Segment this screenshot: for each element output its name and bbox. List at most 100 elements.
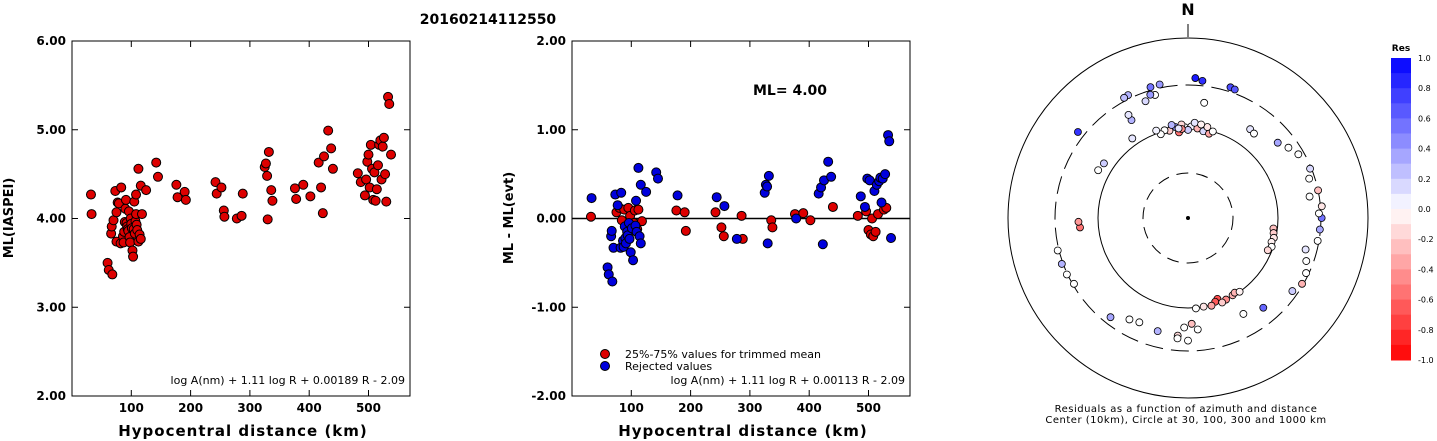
residual-point (1152, 126, 1161, 135)
residual-colorbar: Res 1.0 0.8 0.6 0.4 0.2 0.0 -0.2 -0.4 -0.6 -0.8 -1… (1391, 44, 1434, 365)
ml-points (85, 91, 397, 280)
data-point (180, 194, 191, 205)
data-point (641, 186, 652, 197)
data-point (107, 269, 118, 280)
x-tick-label: 100 (619, 401, 644, 415)
data-point (616, 187, 627, 198)
azimuth-panel: N Residuals as a function of azimuth and… (1007, 0, 1369, 426)
residual-point (1315, 209, 1323, 218)
residual-point (1259, 303, 1268, 312)
data-point (884, 136, 895, 147)
residual-point (1106, 313, 1115, 322)
colorbar-label: 0.8 (1418, 84, 1431, 93)
residual-point (1199, 302, 1208, 311)
data-point (365, 139, 376, 150)
data-point (718, 231, 729, 242)
y-tick-label: -2.00 (531, 389, 566, 403)
y-tick-label: 1.00 (536, 123, 566, 137)
residual-point (1191, 74, 1200, 82)
residual-point (1053, 246, 1062, 255)
colorbar-cell (1391, 284, 1411, 301)
data-point (762, 238, 773, 249)
residual-point (1301, 245, 1310, 254)
residual-point (1197, 120, 1206, 129)
data-point (886, 233, 897, 244)
legend-label-rejected: Rejected values (625, 360, 712, 373)
data-point (136, 209, 147, 220)
data-point (151, 157, 162, 168)
residual-point (1174, 124, 1183, 133)
data-point (607, 276, 618, 287)
residual-point (1284, 143, 1293, 152)
y-tick-label: -1.00 (531, 300, 566, 314)
data-point (262, 170, 273, 181)
colorbar-cell (1391, 178, 1411, 195)
data-point (612, 200, 623, 211)
data-point (267, 195, 278, 206)
data-point (219, 211, 230, 222)
data-point (116, 182, 127, 193)
ml-y-axis-label: ML(IASPEI) (2, 178, 17, 259)
data-point (371, 184, 382, 195)
circle-30km (1142, 172, 1234, 264)
data-point (326, 143, 337, 154)
residual-point (1313, 236, 1322, 245)
residual-point (1294, 150, 1303, 159)
colorbar-labels: 1.0 0.8 0.6 0.4 0.2 0.0 -0.2 -0.4 -0.6 -0.8 -1.0 (1418, 54, 1434, 365)
x-tick-label: 100 (119, 401, 144, 415)
data-point (711, 192, 722, 203)
residual-point (1305, 174, 1314, 183)
colorbar-cell (1391, 254, 1411, 270)
azimuth-points (1053, 74, 1326, 345)
colorbar-label: -0.2 (1418, 235, 1434, 244)
colorbar-label: -0.6 (1418, 296, 1434, 305)
colorbar-cell (1391, 73, 1411, 89)
residual-x-axis-label: Hypocentral distance (km) (618, 422, 868, 440)
residual-y-ticks: -2.00 -1.00 0.00 1.00 2.00 (531, 34, 910, 403)
ml-x-axis-label: Hypocentral distance (km) (118, 422, 368, 440)
data-point (631, 195, 642, 206)
data-point (171, 179, 182, 190)
residual-point (1317, 202, 1326, 211)
data-point (635, 179, 646, 190)
polar-caption-1: Residuals as a function of azimuth and d… (1055, 404, 1318, 415)
y-tick-label: 0.00 (536, 212, 566, 226)
data-point (384, 99, 395, 110)
data-point (316, 182, 327, 193)
colorbar-cell (1391, 58, 1411, 74)
residual-point (1153, 327, 1162, 336)
polar-caption-2: Center (10km), Circle at 30, 100, 300 an… (1045, 415, 1326, 426)
colorbar-cell (1391, 224, 1411, 240)
y-tick-label: 6.00 (36, 34, 66, 48)
colorbar-cell (1391, 299, 1411, 316)
data-point (817, 239, 828, 250)
data-point (135, 233, 146, 244)
data-point (671, 205, 682, 216)
data-point (628, 255, 639, 266)
data-point (372, 160, 383, 171)
residual-point (1070, 279, 1078, 288)
x-tick-label: 400 (797, 401, 822, 415)
colorbar-cell (1391, 209, 1411, 225)
residual-point (1062, 270, 1071, 279)
residual-point (1146, 90, 1155, 99)
residual-point (1230, 85, 1239, 94)
residual-point (1239, 310, 1248, 318)
data-point (216, 182, 227, 193)
x-tick-label: 200 (678, 401, 703, 415)
residual-point (1306, 164, 1314, 173)
ml-x-ticks: 100 200 300 400 500 (119, 41, 381, 415)
data-point (635, 238, 646, 249)
data-point (826, 171, 837, 182)
colorbar-cell (1391, 163, 1411, 180)
data-point (823, 156, 834, 167)
data-point (262, 214, 273, 225)
residual-point (1235, 287, 1244, 296)
data-point (85, 189, 96, 200)
residual-point (1298, 279, 1306, 288)
residual-formula: log A(nm) + 1.11 log R + 0.00113 R - 2.0… (671, 374, 905, 387)
data-point (266, 185, 277, 196)
residual-point (1184, 336, 1192, 345)
x-tick-label: 300 (237, 401, 262, 415)
data-point (852, 210, 863, 221)
